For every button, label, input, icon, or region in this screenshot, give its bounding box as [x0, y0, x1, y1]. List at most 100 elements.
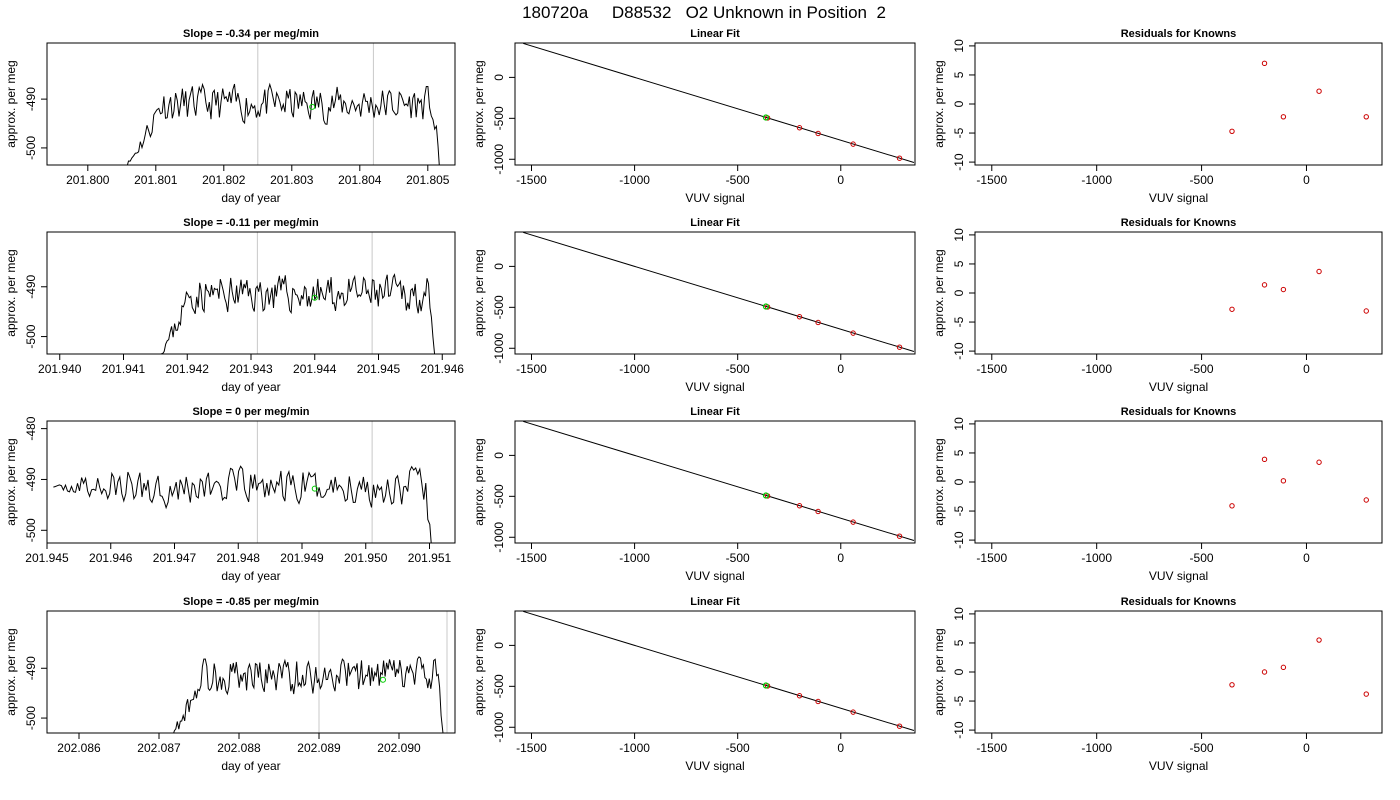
x-tick-label: 0 — [837, 551, 844, 565]
unknown-point — [762, 303, 770, 310]
panel-row1-time-series: Slope = -0.34 per meg/min day of year appr… — [4, 28, 456, 205]
x-tick-label: 201.946 — [89, 551, 133, 565]
y-tick-label: 10 — [952, 228, 966, 242]
x-tick-label: -500 — [726, 173, 750, 187]
plot-area — [126, 43, 440, 165]
panel-title: Linear Fit — [690, 217, 740, 229]
x-tick-label: 0 — [1303, 551, 1310, 565]
panel-row2-linear-fit: Linear Fit VUV signal approx. per meg -1500… — [472, 217, 916, 394]
x-axis-label: VUV signal — [1149, 759, 1208, 773]
x-tick-label: 0 — [837, 362, 844, 376]
y-tick-label: -5 — [952, 316, 966, 327]
panel-row3-residuals: Residuals for Knowns VUV signal approx. pe… — [932, 406, 1383, 583]
plot-area — [523, 421, 915, 541]
x-tick-label: -1500 — [976, 362, 1007, 376]
x-tick-label: -1000 — [619, 362, 650, 376]
known-point — [896, 155, 903, 161]
y-tick-label: -490 — [24, 467, 38, 491]
panel-title: Slope = -0.85 per meg/min — [183, 596, 319, 608]
x-tick-label: 0 — [1303, 741, 1310, 755]
known-point — [850, 141, 856, 147]
y-tick-label: -500 — [492, 484, 506, 508]
time-series-trace — [126, 82, 440, 165]
x-tick-label: -1000 — [1081, 173, 1112, 187]
y-tick-label: -1000 — [492, 333, 506, 364]
plot-area — [523, 43, 915, 163]
x-axis-label: VUV signal — [1149, 191, 1208, 205]
y-tick-label: -5 — [952, 127, 966, 138]
time-series-trace — [173, 656, 444, 733]
y-tick-label: -1000 — [492, 522, 506, 553]
x-tick-label: 0 — [1303, 173, 1310, 187]
x-axis-label: VUV signal — [685, 380, 744, 394]
residual-point — [1261, 456, 1268, 463]
y-tick-label: 10 — [952, 607, 966, 621]
panel-row4-linear-fit: Linear Fit VUV signal approx. per meg -1500… — [472, 596, 916, 773]
x-tick-label: 201.802 — [202, 173, 246, 187]
plot-frame — [974, 420, 1383, 544]
y-tick-label: 0 — [492, 263, 506, 270]
panel-title: Slope = -0.11 per meg/min — [183, 217, 319, 229]
x-tick-label: 201.947 — [153, 551, 197, 565]
time-series-trace — [159, 273, 436, 354]
plot-frame — [974, 42, 1383, 166]
y-tick-label: 0 — [492, 642, 506, 649]
y-axis-label: approx. per meg — [932, 628, 946, 715]
y-tick-label: -500 — [24, 518, 38, 542]
figure-title: 180720a D88532 O2 Unknown in Position 2 — [522, 3, 886, 22]
x-axis-label: VUV signal — [1149, 380, 1208, 394]
fit-line — [523, 611, 915, 731]
x-tick-label: 202.088 — [217, 741, 261, 755]
x-tick-label: -500 — [726, 551, 750, 565]
plot-frame — [514, 231, 916, 355]
known-point — [815, 130, 821, 137]
plot-frame — [514, 42, 916, 166]
x-tick-label: 201.803 — [270, 173, 314, 187]
y-tick-label: -500 — [24, 136, 38, 160]
panel-row4-residuals: Residuals for Knowns VUV signal approx. pe… — [932, 596, 1383, 773]
y-axis-label: approx. per meg — [4, 60, 18, 147]
x-tick-label: 0 — [837, 173, 844, 187]
x-tick-label: -500 — [1190, 362, 1214, 376]
y-tick-label: 0 — [492, 74, 506, 81]
plot-area — [1229, 60, 1369, 135]
residual-point — [1229, 503, 1235, 509]
x-tick-label: -1000 — [619, 551, 650, 565]
x-tick-label: 201.948 — [217, 551, 261, 565]
known-point — [896, 344, 903, 350]
unknown-point — [309, 103, 316, 110]
y-tick-label: 10 — [952, 39, 966, 53]
known-point — [850, 519, 856, 525]
x-tick-label: 201.942 — [166, 362, 210, 376]
y-axis-label: approx. per meg — [472, 60, 486, 147]
residual-point — [1261, 60, 1268, 67]
x-tick-label: -500 — [1190, 173, 1214, 187]
x-axis-label: day of year — [221, 569, 280, 583]
y-tick-label: -480 — [24, 416, 38, 440]
y-axis-label: approx. per meg — [472, 249, 486, 336]
plot-area — [53, 421, 432, 543]
x-axis-label: day of year — [221, 759, 280, 773]
x-tick-label: 201.801 — [134, 173, 178, 187]
x-axis-label: VUV signal — [685, 759, 744, 773]
x-tick-label: 201.805 — [406, 173, 450, 187]
panel-row2-time-series: Slope = -0.11 per meg/min day of year appr… — [4, 217, 464, 394]
x-tick-label: 201.940 — [38, 362, 82, 376]
y-tick-label: -5 — [952, 505, 966, 516]
x-axis-label: VUV signal — [685, 191, 744, 205]
x-tick-label: -1500 — [976, 551, 1007, 565]
x-tick-label: 201.943 — [229, 362, 273, 376]
y-axis-label: approx. per meg — [4, 628, 18, 715]
residual-point — [1316, 88, 1322, 94]
x-tick-label: -1000 — [1081, 362, 1112, 376]
panel-title: Residuals for Knowns — [1121, 28, 1237, 40]
y-tick-label: -500 — [24, 324, 38, 348]
plot-frame — [46, 42, 456, 166]
unknown-point — [762, 682, 770, 689]
x-axis-label: VUV signal — [685, 569, 744, 583]
plot-area — [1229, 456, 1369, 509]
unknown-point — [762, 114, 770, 121]
panel-title: Residuals for Knowns — [1121, 596, 1237, 608]
known-point — [796, 503, 803, 509]
plot-frame — [46, 420, 456, 544]
